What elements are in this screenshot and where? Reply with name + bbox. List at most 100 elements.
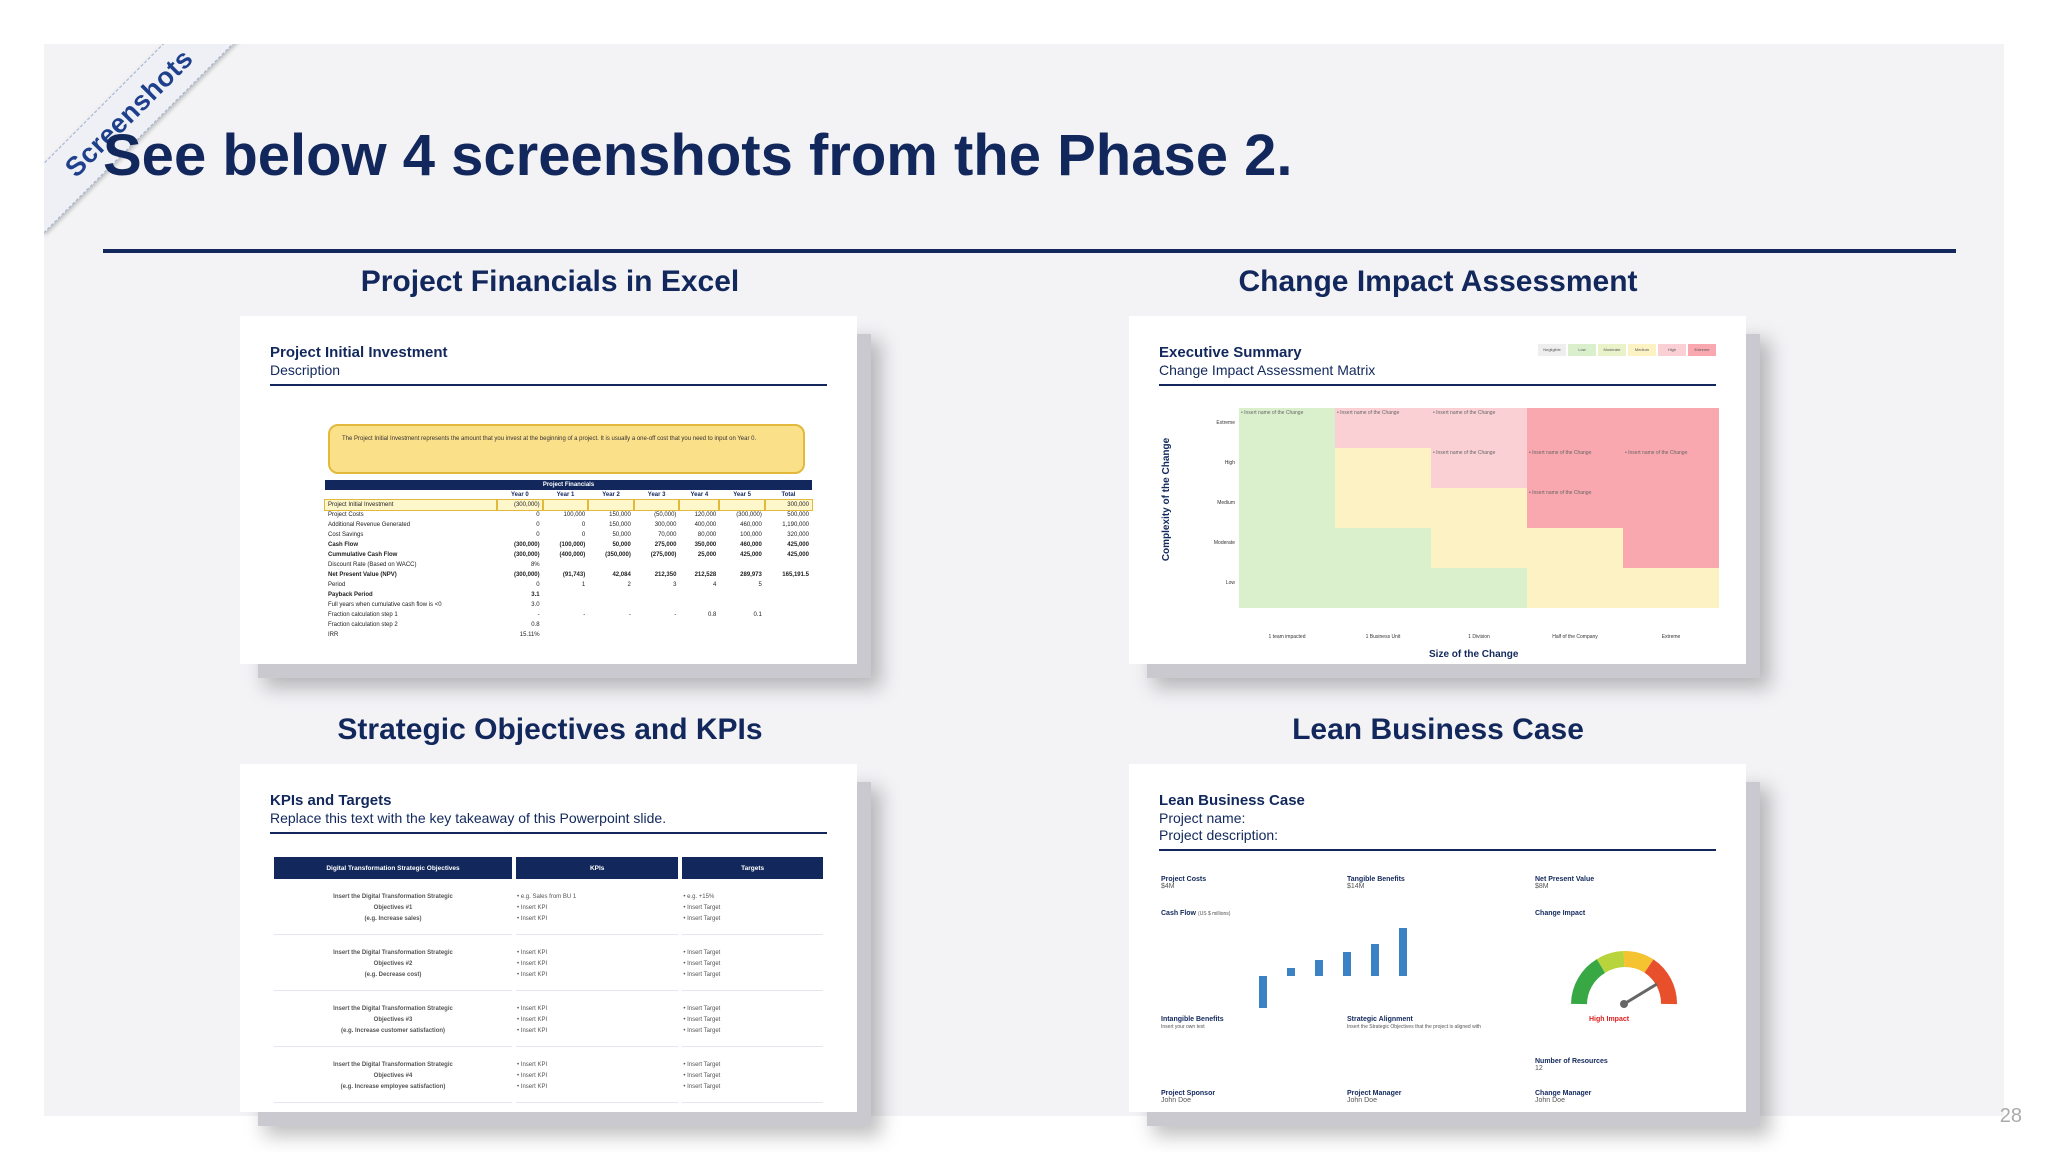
change-impact-card-title: Executive Summary: [1159, 344, 1302, 361]
table-cell: [765, 590, 812, 600]
table-cell: Cash Flow: [328, 542, 359, 548]
y-tick-label: Extreme: [1216, 420, 1235, 426]
target-cell: • Insert Target • Insert Target • Insert T…: [682, 994, 823, 1047]
matrix-cell: [1431, 528, 1527, 568]
table-row: IRR 15.11%: [325, 630, 812, 640]
y-tick-label: High: [1224, 460, 1235, 466]
matrix-cell: [1335, 448, 1431, 488]
target-line: • Insert Target: [683, 1027, 721, 1034]
table-cell: 3: [673, 582, 677, 588]
table-cell: (275,000): [650, 552, 677, 558]
table-cell: 50,000: [612, 532, 631, 538]
table-cell: 165,191.5: [782, 572, 809, 578]
table-cell: [765, 630, 812, 640]
lean-tangible-benefits: Tangible Benefits $14M: [1347, 876, 1405, 890]
financials-table-header: Year 0 Year 1 Year 2 Year 3 Year 4 Year 5 Tota…: [325, 490, 812, 500]
kpi-line: • Insert KPI: [517, 960, 548, 967]
table-cell: (100,000): [559, 542, 586, 548]
financials-col-header: Year 1: [542, 490, 589, 500]
table-cell: 350,000: [694, 542, 717, 548]
kpi-objective-cell: Insert the Digital Transformation Strate…: [274, 938, 513, 991]
table-cell: [765, 600, 812, 610]
lean-strategic-alignment: Strategic Alignment Insert the Strategic …: [1347, 1016, 1481, 1030]
card-rule: [1159, 384, 1716, 386]
objective-line: Insert the Digital Transformation Strate…: [333, 1005, 453, 1012]
table-cell: 42,084: [612, 572, 631, 578]
kpis-card-subtitle: Replace this text with the key takeaway …: [270, 810, 667, 826]
table-cell: 275,000: [654, 542, 677, 548]
kpi-table: Digital Transformation Strategic Objecti…: [270, 854, 827, 1106]
table-cell: 460,000: [740, 522, 762, 528]
financials-col-header: Total: [764, 490, 812, 500]
table-cell: 70,000: [658, 532, 677, 538]
lean-card-title: Lean Business Case: [1159, 792, 1305, 809]
financials-col-header: Year 2: [588, 490, 634, 500]
kpi-line: • Insert KPI: [517, 1083, 548, 1090]
lean-project-description: Project description:: [1159, 827, 1279, 843]
kpi-objective-cell: Insert the Digital Transformation Strate…: [274, 1050, 513, 1103]
kpi-line: • Insert KPI: [517, 1061, 548, 1068]
table-cell: 0: [536, 582, 540, 588]
financials-col-header: [325, 490, 498, 500]
table-cell: 425,000: [787, 542, 809, 548]
target-line: • Insert Target: [683, 1005, 721, 1012]
table-cell: (91,743): [562, 572, 586, 578]
matrix-cell: • Insert name of the Change: [1431, 408, 1527, 448]
table-cell: (300,000): [513, 542, 540, 548]
financials-col-header: Year 4: [679, 490, 720, 500]
table-cell: (300,000): [736, 512, 762, 518]
lean-change-impact-label: Change Impact: [1535, 910, 1586, 917]
target-line: • Insert Target: [683, 960, 721, 967]
table-cell: 320,000: [787, 532, 809, 538]
section-title-financials: Project Financials in Excel: [360, 265, 740, 298]
table-cell: 500,000: [787, 512, 809, 518]
financials-card-title: Project Initial Investment: [270, 344, 448, 361]
target-cell: • Insert Target • Insert Target • Insert T…: [682, 938, 823, 991]
table-cell: [678, 499, 721, 511]
table-cell: [588, 630, 634, 640]
x-tick-label: Half of the Company: [1552, 634, 1598, 640]
table-row: Insert the Digital Transformation Strate…: [274, 882, 823, 935]
table-row: Insert the Digital Transformation Strate…: [274, 1050, 823, 1103]
matrix-cell: [1623, 488, 1719, 528]
kpi-line: • Insert KPI: [517, 915, 548, 922]
table-cell: 400,000: [694, 522, 717, 528]
target-line: • Insert Target: [683, 1061, 721, 1068]
table-row: Payback Period 3.1: [325, 590, 812, 600]
kpi-line: • Insert KPI: [517, 1005, 548, 1012]
table-cell: Fraction calculation step 1: [328, 612, 398, 618]
table-cell: [719, 590, 765, 600]
objective-line: Objectives #4: [373, 1072, 413, 1079]
table-cell: [588, 590, 634, 600]
table-cell: [543, 560, 589, 570]
financials-table: Project Financials Year 0 Year 1 Year 2 Yea…: [323, 480, 814, 640]
impact-gauge: [1571, 951, 1677, 1008]
table-cell: IRR: [328, 632, 339, 638]
table-cell: Payback Period: [328, 592, 373, 598]
kpis-screenshot: KPIs and Targets Replace this text with …: [240, 764, 857, 1112]
kpis-card-title: KPIs and Targets: [270, 792, 392, 809]
change-impact-card-subtitle: Change Impact Assessment Matrix: [1159, 362, 1376, 378]
table-cell: (300,000): [513, 552, 540, 558]
y-tick-label: Moderate: [1213, 540, 1235, 546]
table-cell: 0: [581, 522, 586, 528]
table-cell: [634, 600, 680, 610]
kpi-line: • Insert KPI: [517, 949, 548, 956]
legend-entry: Medium: [1628, 344, 1656, 356]
target-line: • Insert Target: [683, 915, 721, 922]
target-line: • Insert Target: [683, 1083, 721, 1090]
page-number: 28: [1999, 1105, 2022, 1127]
section-title-lean: Lean Business Case: [1292, 713, 1584, 746]
table-cell: (300,000): [513, 572, 540, 578]
objective-line: (e.g. Increase customer satisfaction): [340, 1027, 446, 1034]
table-row: Fraction calculation step 1 - - - - 0.8 0.1: [325, 610, 812, 620]
matrix-cell: [1239, 448, 1335, 488]
table-cell: [765, 610, 812, 620]
target-cell: • e.g. +15% • Insert Target • Insert Targe…: [682, 882, 823, 935]
matrix-cell: [1623, 528, 1719, 568]
table-row: Full years when cumulative cash flow is …: [325, 600, 812, 610]
table-cell: 100,000: [563, 512, 586, 518]
table-cell: Full years when cumulative cash flow is …: [328, 602, 442, 608]
financials-screenshot: Project Initial Investment Description T…: [240, 316, 857, 664]
objective-line: Insert the Digital Transformation Strate…: [333, 949, 453, 956]
